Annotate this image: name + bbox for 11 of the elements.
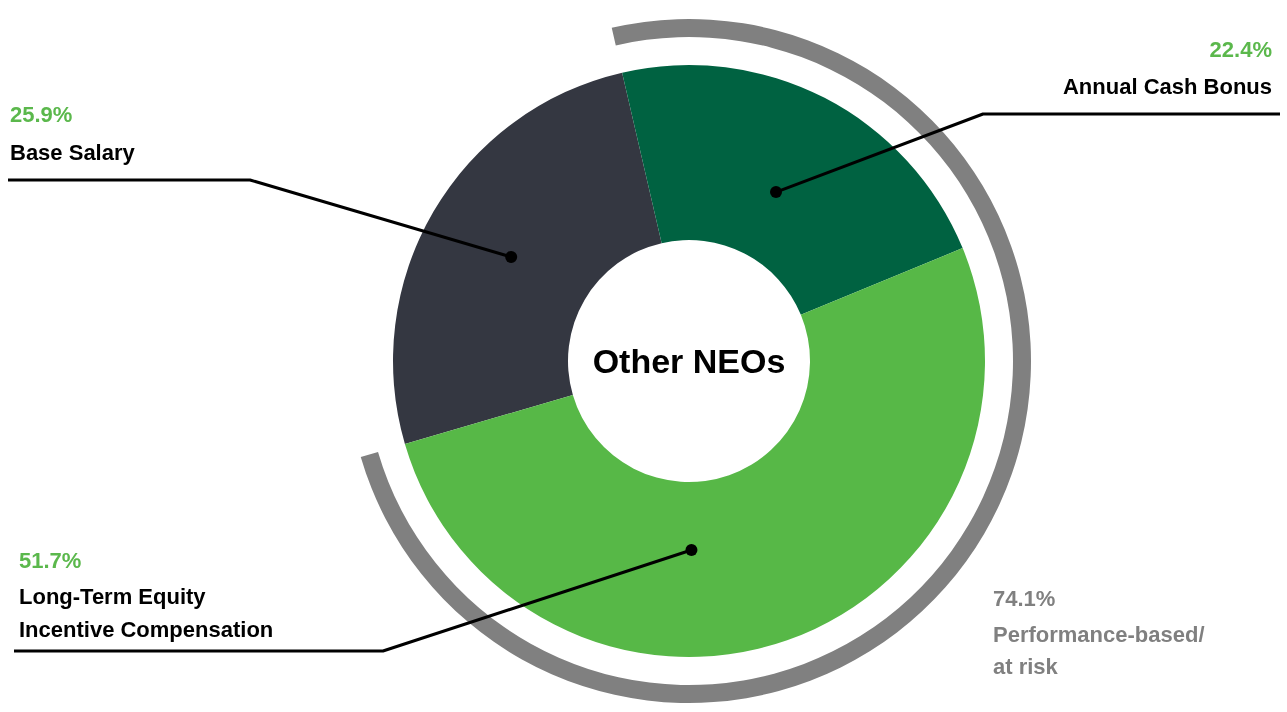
text: 74.1% <box>993 586 1056 611</box>
data-label: 25.9% <box>10 102 73 127</box>
donut-slice <box>622 65 963 315</box>
slice-label: Long-Term Equity Incentive Compensation <box>19 584 274 642</box>
data-label: 51.7% <box>19 548 82 573</box>
donut-slice <box>404 248 985 657</box>
text: Other NEOs <box>592 342 786 380</box>
data-label: 22.4% <box>1209 37 1272 62</box>
slice-label: Annual Cash Bonus <box>1062 74 1272 99</box>
slice-label: Base Salary <box>10 140 136 165</box>
text: Performance-based/ at risk <box>993 622 1205 679</box>
